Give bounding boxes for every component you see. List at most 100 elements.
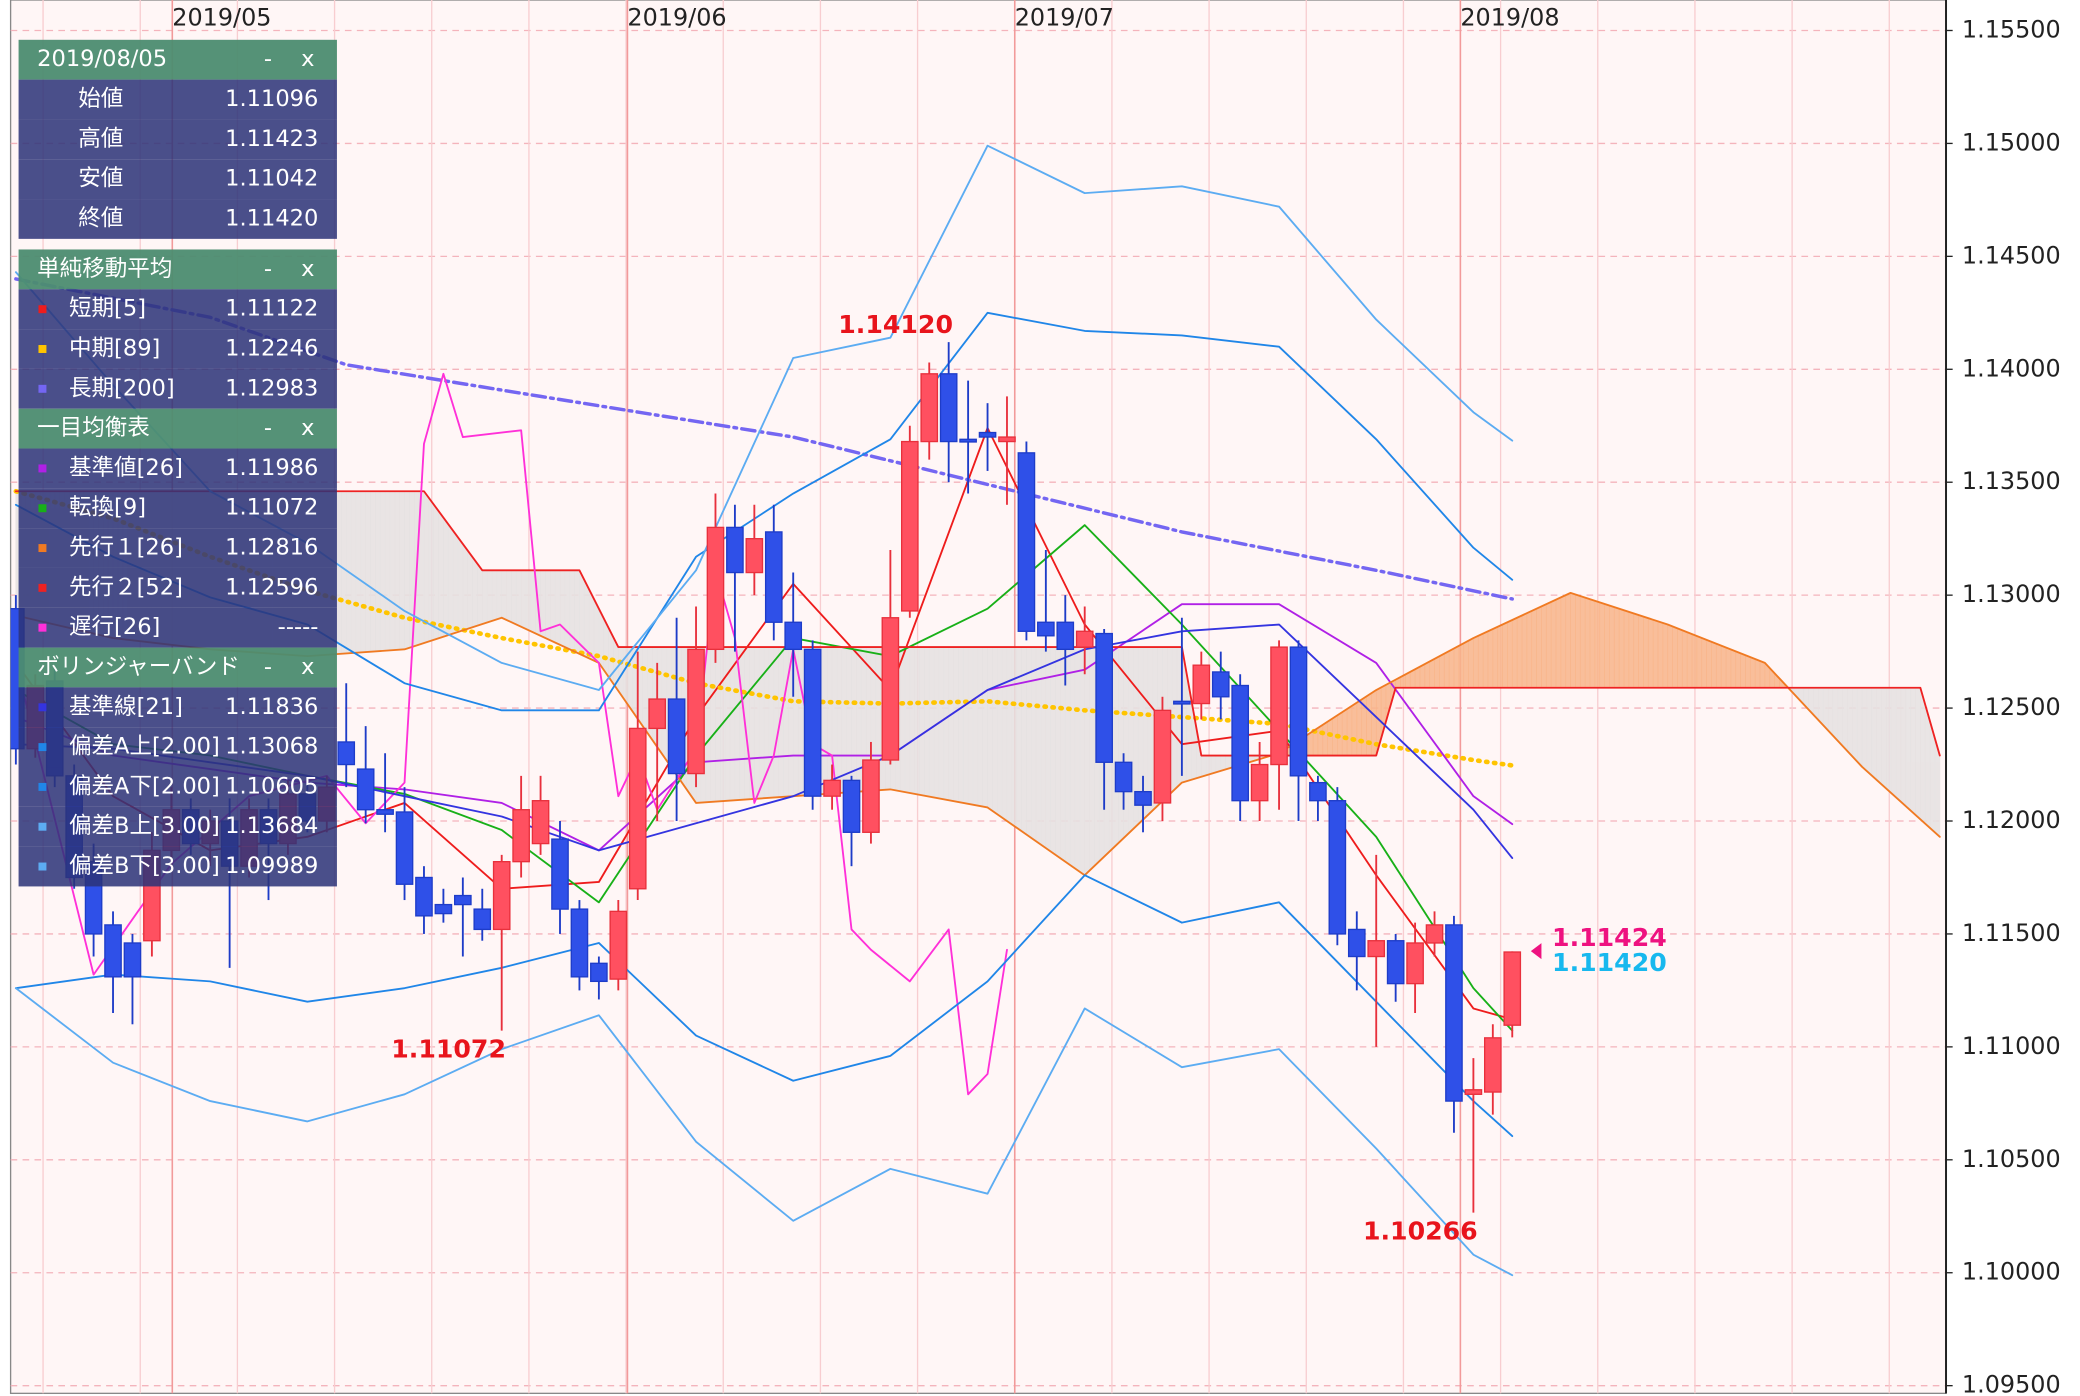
cloud-fill — [846, 646, 852, 793]
cloud-fill — [1434, 655, 1440, 689]
cloud-fill — [1526, 610, 1533, 689]
candle-body — [104, 924, 122, 978]
cloud-fill — [1924, 704, 1931, 829]
legend-value: ----- — [278, 614, 319, 640]
legend-value: 1.11072 — [225, 495, 318, 521]
panel-button[interactable]: - — [264, 256, 272, 282]
cloud-fill — [447, 522, 454, 636]
cloud-fill — [1541, 603, 1547, 689]
candle-body — [1483, 1037, 1502, 1093]
panel-row-value: 1.11423 — [225, 126, 318, 152]
candle-body — [687, 648, 705, 775]
candle-body — [1328, 800, 1347, 935]
cloud-fill — [1472, 635, 1479, 689]
cloud-fill — [1570, 592, 1576, 689]
cloud-fill — [1074, 646, 1081, 873]
candle-body — [745, 538, 764, 574]
cloud-fill — [1424, 660, 1431, 689]
cloud-fill — [1419, 663, 1426, 689]
candle-body — [764, 531, 783, 623]
candle-body — [1347, 928, 1366, 958]
cloud-fill — [753, 646, 760, 800]
cloud-fill — [1545, 601, 1552, 689]
cloud-fill — [1560, 594, 1567, 689]
y-tick-label: 1.10000 — [1962, 1258, 2061, 1286]
cloud-fill — [1497, 623, 1503, 689]
panel-header — [18, 408, 337, 449]
candle-body — [1017, 452, 1036, 632]
cloud-fill — [525, 569, 532, 632]
cloud-fill — [1147, 646, 1154, 816]
cloud-fill — [904, 646, 911, 794]
cloud-fill — [1555, 596, 1562, 689]
cloud-fill — [1604, 603, 1610, 689]
cloud-fill — [1341, 708, 1348, 756]
cloud-fill — [953, 646, 959, 803]
cloud-fill — [1871, 687, 1878, 781]
cloud-fill — [515, 569, 522, 628]
cloud-fill — [1351, 701, 1358, 756]
legend-value: 1.09989 — [225, 853, 318, 879]
panel-button[interactable]: x — [301, 256, 314, 282]
panel-button[interactable]: - — [264, 415, 272, 441]
cloud-fill — [1336, 711, 1343, 756]
cloud-fill — [462, 542, 469, 631]
cloud-fill — [1856, 687, 1863, 768]
panel-row — [18, 159, 337, 200]
panel-button[interactable]: - — [264, 654, 272, 680]
cloud-fill — [1030, 646, 1037, 843]
cloud-fill — [1657, 620, 1664, 689]
cloud-fill — [1662, 622, 1669, 689]
y-tick-label: 1.13000 — [1962, 580, 2061, 608]
candle-body — [590, 962, 608, 983]
cloud-fill — [399, 490, 405, 651]
candle-body — [1406, 942, 1424, 985]
cloud-fill — [1638, 614, 1644, 689]
candle-body — [1270, 646, 1288, 766]
cloud-fill — [1200, 755, 1207, 778]
cloud-fill — [379, 490, 386, 652]
panel-button[interactable]: - — [264, 46, 272, 72]
panel-header — [18, 249, 337, 290]
cloud-fill — [588, 589, 595, 662]
cloud-fill — [389, 490, 396, 651]
candle-body — [492, 861, 511, 931]
candle-body — [900, 440, 919, 612]
cloud-fill — [1502, 621, 1508, 689]
panel-row — [18, 488, 337, 529]
cloud-fill — [943, 646, 950, 801]
panel-button[interactable]: x — [301, 46, 314, 72]
cloud-fill — [1594, 600, 1601, 689]
cloud-fill — [758, 646, 765, 799]
cloud-fill — [1035, 646, 1042, 846]
cloud-fill — [540, 569, 546, 639]
cloud-fill — [511, 569, 517, 626]
cloud-fill — [1837, 687, 1844, 748]
y-tick-label: 1.12500 — [1962, 693, 2061, 721]
candle-body — [842, 779, 861, 833]
cloud-fill — [967, 646, 974, 806]
cloud-fill — [1016, 646, 1022, 832]
panel-button[interactable]: x — [301, 415, 314, 441]
indicator-line — [14, 874, 1514, 1138]
cloud-fill — [1079, 646, 1086, 876]
cloud-fill — [1735, 650, 1742, 689]
candle-body — [939, 373, 958, 443]
x-tick-label: 2019/07 — [1015, 4, 1114, 32]
legend-label: 遅行[26] — [69, 614, 160, 640]
cloud-fill — [1011, 646, 1018, 829]
candle-body — [667, 698, 686, 775]
cloud-fill — [1006, 646, 1013, 826]
cloud-fill — [1001, 646, 1008, 822]
cloud-fill — [1643, 616, 1649, 689]
legend-value: 1.10605 — [225, 773, 318, 799]
panel-button[interactable]: x — [301, 654, 314, 680]
cloud-fill — [384, 490, 391, 652]
cloud-fill — [1511, 617, 1518, 689]
legend-swatch — [38, 305, 47, 314]
cloud-fill — [715, 646, 721, 803]
cloud-fill — [1477, 632, 1484, 689]
info-panel: 2019/08/05 - x 始値 1.11096 高値 1.11423 安値 1.11042 終… — [18, 39, 337, 887]
cloud-fill — [1118, 646, 1124, 844]
price-marker-label: 1.11420 — [1552, 948, 1667, 977]
